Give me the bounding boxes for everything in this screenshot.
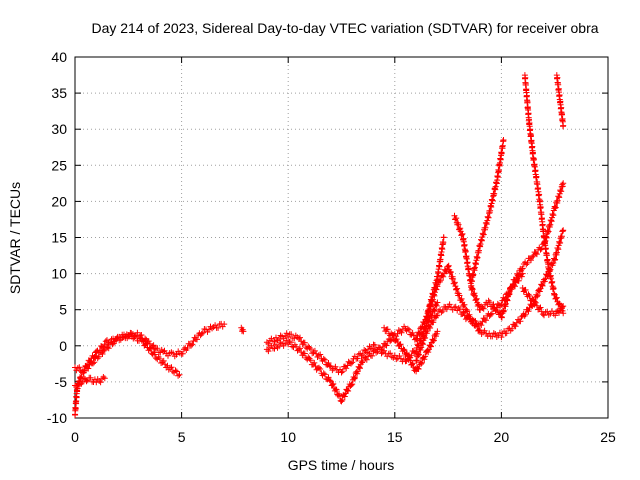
series-markers xyxy=(238,324,247,335)
series-track-k xyxy=(468,137,507,285)
y-tick-label: -5 xyxy=(55,374,68,390)
y-tick-label: 30 xyxy=(51,121,67,137)
series-track-a xyxy=(72,320,228,418)
data-markers xyxy=(72,72,567,418)
x-axis-title: GPS time / hours xyxy=(288,457,395,473)
x-tick-label: 5 xyxy=(178,429,186,445)
y-tick-label: 10 xyxy=(51,266,67,282)
x-tick-label: 10 xyxy=(280,429,296,445)
series-track-m xyxy=(553,72,567,130)
x-axis-ticks: 0 5 10 15 20 25 xyxy=(71,57,616,445)
series-markers xyxy=(519,285,567,319)
x-tick-label: 0 xyxy=(71,429,79,445)
series-markers xyxy=(381,324,441,375)
series-markers xyxy=(451,212,505,320)
y-tick-label: 40 xyxy=(51,49,67,65)
series-markers xyxy=(413,270,526,364)
series-markers xyxy=(263,299,441,376)
y-tick-label: 0 xyxy=(59,338,67,354)
series-track-i xyxy=(423,234,447,321)
series-track-g xyxy=(381,324,441,375)
series-track-c xyxy=(72,374,108,390)
y-tick-label: 35 xyxy=(51,85,67,101)
series-markers xyxy=(423,234,447,321)
series-track-f xyxy=(263,323,420,405)
chart-title: Day 214 of 2023, Sidereal Day-to-day VTE… xyxy=(91,20,598,36)
y-tick-label: 5 xyxy=(59,302,67,318)
series-markers xyxy=(263,323,420,405)
series-track-p xyxy=(413,270,526,364)
x-tick-label: 15 xyxy=(387,429,403,445)
series-markers xyxy=(553,72,567,130)
series-markers xyxy=(72,320,228,418)
series-track-j xyxy=(451,212,505,320)
y-tick-label: 20 xyxy=(51,193,67,209)
y-tick-label: 15 xyxy=(51,230,67,246)
y-axis-title: SDTVAR / TECUs xyxy=(7,182,23,294)
series-track-n xyxy=(519,285,567,319)
series-track-b xyxy=(72,329,183,379)
y-axis-ticks: -10 -5 0 5 10 15 20 25 30 35 40 xyxy=(47,49,608,426)
x-tick-label: 20 xyxy=(494,429,510,445)
series-track-e xyxy=(263,299,441,376)
y-tick-label: 25 xyxy=(51,157,67,173)
series-markers xyxy=(72,329,183,379)
series-markers xyxy=(72,374,108,390)
y-tick-label: -10 xyxy=(47,410,67,426)
series-markers xyxy=(468,137,507,285)
series-track-d xyxy=(238,324,247,335)
x-tick-label: 25 xyxy=(600,429,616,445)
